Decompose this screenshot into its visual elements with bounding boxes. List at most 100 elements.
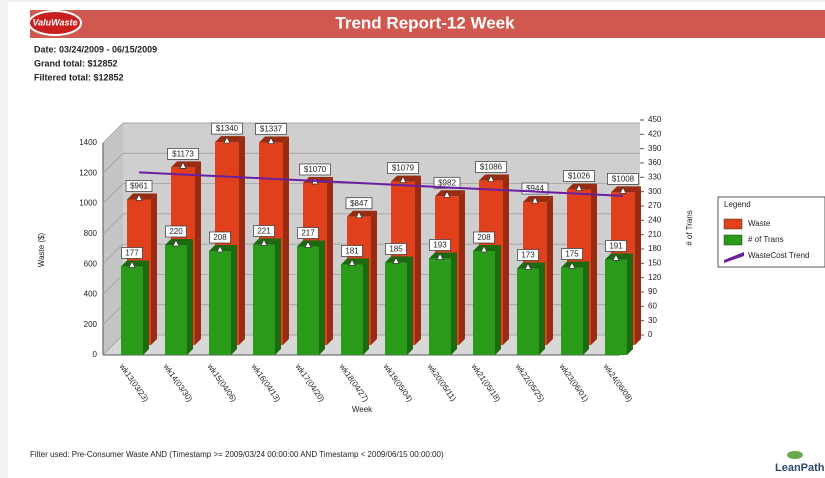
bar xyxy=(165,245,187,355)
bar-side xyxy=(231,245,237,355)
bar-top xyxy=(171,161,201,168)
brand-icon xyxy=(787,451,803,459)
legend-label: # of Trans xyxy=(748,235,784,244)
y2-tick-label: 60 xyxy=(648,301,657,310)
point-marker xyxy=(480,245,488,253)
bar xyxy=(209,251,231,355)
point-marker xyxy=(172,239,180,247)
value-label: $1086 xyxy=(480,163,503,172)
legend-label: WasteCost Trend xyxy=(748,251,810,260)
bar-side xyxy=(283,136,289,345)
value-label-box xyxy=(561,248,583,260)
value-label: 208 xyxy=(477,233,491,242)
bar xyxy=(121,266,143,355)
value-label: $944 xyxy=(526,184,544,193)
value-label-box xyxy=(209,231,231,244)
bar-side xyxy=(583,261,589,355)
legend-title: Legend xyxy=(724,200,751,209)
y-tick-label: 0 xyxy=(93,350,98,359)
bar-side xyxy=(239,136,245,345)
brand: LeanPath xyxy=(775,462,825,474)
bar-top xyxy=(517,262,545,269)
value-label: 185 xyxy=(389,245,403,254)
value-label-box xyxy=(255,123,287,135)
bar-top xyxy=(209,245,237,251)
y2-tick-label: 270 xyxy=(648,201,662,210)
point-marker xyxy=(260,238,268,246)
value-label: $982 xyxy=(438,178,456,187)
point-marker xyxy=(568,261,576,269)
bar-side xyxy=(319,240,325,355)
value-label-box xyxy=(429,239,451,251)
trend-line xyxy=(138,171,624,197)
y-axis-title: Waste ($) xyxy=(37,232,46,267)
value-label: $1026 xyxy=(568,172,591,181)
bar-top xyxy=(253,238,281,245)
bar xyxy=(605,259,627,355)
value-label-box xyxy=(607,173,639,185)
legend-swatch xyxy=(724,252,744,263)
value-label-box xyxy=(475,161,507,173)
value-label: 181 xyxy=(345,247,359,256)
value-label: 177 xyxy=(125,249,139,258)
y2-tick-label: 450 xyxy=(648,115,662,124)
value-label-box xyxy=(387,162,419,174)
bar-side xyxy=(415,175,421,345)
bar-side xyxy=(275,238,281,355)
value-label-box xyxy=(165,225,187,238)
y2-tick-label: 120 xyxy=(648,273,662,282)
value-label-box xyxy=(345,197,373,210)
point-marker xyxy=(612,253,620,261)
bar-top xyxy=(429,252,457,259)
value-label: 173 xyxy=(521,251,535,260)
value-label-box xyxy=(121,247,143,259)
grid-line xyxy=(102,152,640,174)
point-marker xyxy=(392,256,400,264)
y2-tick-label: 240 xyxy=(648,215,662,224)
bar-side xyxy=(627,253,633,355)
y2-tick-label: 360 xyxy=(648,158,662,167)
y2-tick-label: 300 xyxy=(648,187,662,196)
point-marker xyxy=(216,245,224,253)
bar-side xyxy=(363,258,369,355)
bar-top xyxy=(347,210,377,217)
value-label-box xyxy=(253,225,275,237)
value-label-box xyxy=(299,163,331,176)
value-label: $1079 xyxy=(392,164,415,173)
point-marker xyxy=(355,210,363,219)
point-marker xyxy=(619,186,627,194)
value-label-box xyxy=(517,249,539,261)
bar xyxy=(561,267,583,355)
y-tick-label: 1200 xyxy=(79,168,97,177)
y2-tick-label: 330 xyxy=(648,172,662,181)
bar-top xyxy=(341,258,369,265)
bar-side xyxy=(195,161,201,345)
bar-top xyxy=(259,136,289,143)
value-label: 220 xyxy=(169,227,183,236)
bar-top xyxy=(385,256,413,263)
bar-side xyxy=(591,183,597,345)
bar-side xyxy=(151,193,157,345)
legend-swatch xyxy=(723,234,743,246)
point-marker xyxy=(135,193,143,201)
value-label-box xyxy=(605,240,627,252)
value-label-box xyxy=(473,231,495,244)
bar-side xyxy=(371,210,377,345)
point-marker xyxy=(575,183,583,191)
bar-side xyxy=(327,176,333,345)
grand-total: Grand total: $12852 xyxy=(34,58,118,68)
value-label-box xyxy=(125,180,153,192)
bar-top xyxy=(127,193,157,200)
bar-top xyxy=(473,245,501,251)
bar-top xyxy=(611,186,641,193)
point-marker xyxy=(267,136,275,144)
value-label-box xyxy=(563,170,595,182)
value-label: $1008 xyxy=(612,174,635,183)
bar-top xyxy=(479,174,509,181)
bar xyxy=(517,268,539,355)
filtered-total: Filtered total: $12852 xyxy=(34,72,124,82)
bar-side xyxy=(459,190,465,345)
value-label: $961 xyxy=(130,182,148,191)
value-label: 217 xyxy=(301,229,315,238)
point-marker xyxy=(487,174,495,182)
